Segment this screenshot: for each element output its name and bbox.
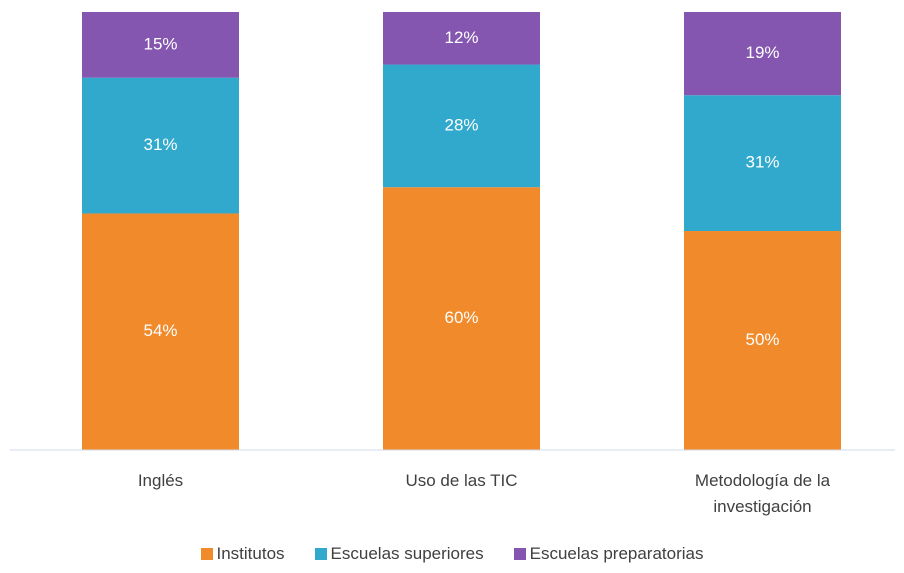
legend-item: Escuelas preparatorias [513,544,704,564]
bar-segment [383,12,540,65]
legend-label: Institutos [216,544,285,563]
data-label: 50% [745,330,779,349]
bar-segment [684,95,841,231]
legend-label: Escuelas superiores [330,544,484,563]
bar-segment [383,187,540,450]
data-label: 54% [143,321,177,340]
data-label: 31% [143,135,177,154]
bar-segment [82,12,239,78]
legend-label: Escuelas preparatorias [529,544,704,563]
legend-swatch [314,548,327,560]
data-label: 12% [444,28,478,47]
data-label: 19% [745,43,779,62]
x-tick-label: Inglés [137,471,184,490]
legend: Institutos Escuelas superiores Escuelas pr… [0,544,904,564]
legend-swatch [513,548,526,560]
bar-segment [684,231,841,450]
x-tick-label: Metodología de la investigación [694,471,831,516]
legend-swatch [200,548,213,560]
data-label: 31% [745,153,779,172]
bar-segment [383,64,540,188]
bar-segment [684,12,841,96]
x-tick-label: Uso de las TIC [405,471,518,490]
data-label: 28% [444,115,478,134]
legend-item: Escuelas superiores [314,544,484,564]
legend-item: Institutos [200,544,285,564]
data-label: 15% [143,34,177,53]
bar-segment [82,213,239,450]
bar-segment [82,77,239,214]
data-label: 60% [444,308,478,327]
